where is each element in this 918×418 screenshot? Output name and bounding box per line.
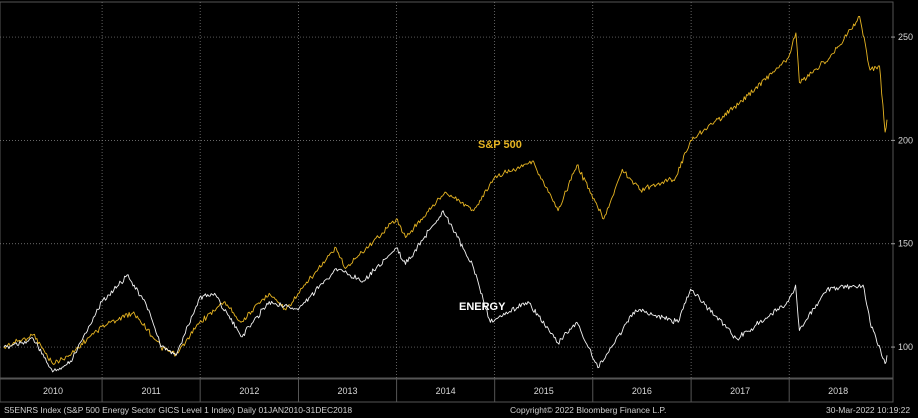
ticks-layer: 100 150 200 250 — [891, 32, 913, 352]
footer-timestamp: 30-Mar-2022 10:19:22 — [826, 405, 911, 415]
series-line-energy — [3, 210, 888, 373]
x-tick-label-2011: 2011 — [141, 386, 160, 396]
x-tick-label-2014: 2014 — [436, 386, 456, 396]
y-tick-label-100: 100 — [898, 342, 913, 352]
series-label-sp500: S&P 500 — [478, 139, 522, 151]
x-tick-label-2017: 2017 — [730, 386, 750, 396]
x-axis-labels: 2010 2011 2012 2013 2014 2015 2016 2017 2018 — [43, 379, 848, 402]
footer-copyright: Copyright© 2022 Bloomberg Finance L.P. — [510, 405, 667, 415]
x-tick-label-2018: 2018 — [828, 386, 848, 396]
y-tick-label-200: 200 — [898, 135, 913, 145]
series-line-sp500 — [3, 15, 888, 365]
plot-area — [0, 1, 894, 379]
x-axis-band — [0, 378, 894, 403]
x-tick-label-2015: 2015 — [534, 386, 554, 396]
x-tick-label-2012: 2012 — [239, 386, 259, 396]
x-tick-label-2013: 2013 — [338, 386, 358, 396]
series-layer — [3, 15, 888, 373]
x-tick-label-2016: 2016 — [632, 386, 652, 396]
x-tick-label-2010: 2010 — [43, 386, 63, 396]
footer-index-description: S5ENRS Index (S&P 500 Energy Sector GICS… — [4, 405, 353, 415]
y-tick-label-250: 250 — [898, 32, 913, 42]
series-label-energy: ENERGY — [459, 301, 506, 313]
y-tick-label-150: 150 — [898, 239, 913, 249]
